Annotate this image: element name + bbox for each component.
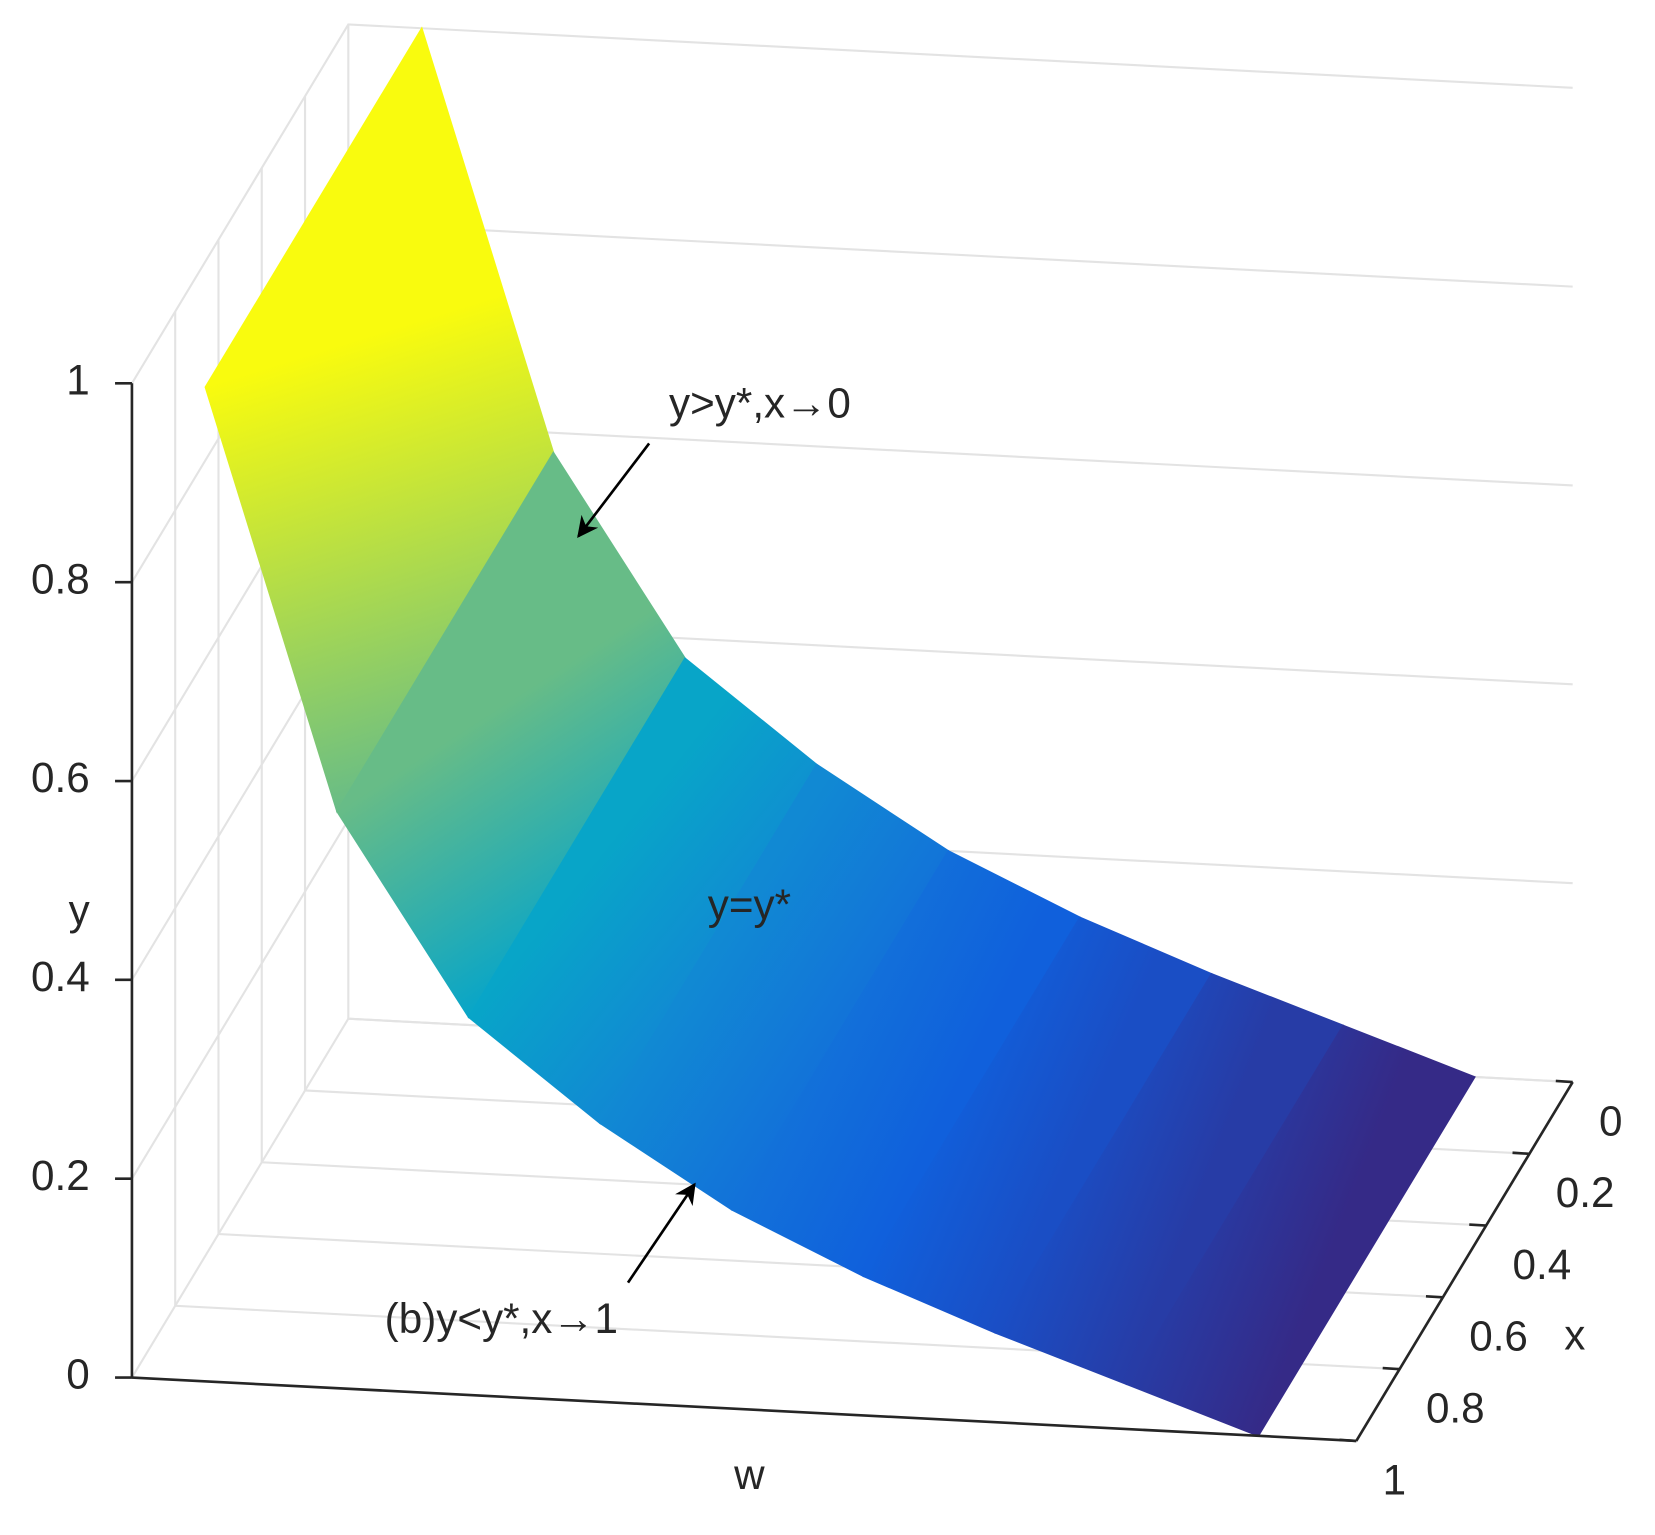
- annotation-arrow: [577, 442, 651, 539]
- x-tick-label: 1: [1383, 1456, 1406, 1503]
- x-tick: [1469, 1223, 1487, 1227]
- x-axis-label: x: [1564, 1312, 1585, 1359]
- y-tick-label: 0.2: [31, 1152, 90, 1199]
- annotation: y>y*,x→0: [669, 380, 851, 427]
- x-tick: [1425, 1294, 1443, 1299]
- w-axis-label: w: [733, 1451, 765, 1498]
- y-tick-label: 0: [66, 1351, 89, 1398]
- y-tick-label: 0.8: [31, 555, 90, 602]
- grid-line: [174, 311, 1400, 1371]
- surface-patch: [1125, 1024, 1476, 1437]
- x-axis-line: [1355, 1081, 1574, 1442]
- axes: 0 0.2 0.4 0.6 0.8 1 0 0.2 0.4 0.6 0.8 1: [31, 356, 1622, 1503]
- annotation-arrow: [626, 1182, 696, 1284]
- x-tick: [1512, 1151, 1530, 1156]
- x-tick: [1555, 1079, 1573, 1084]
- surface: [204, 26, 1476, 1437]
- x-tick-label: 0.2: [1556, 1169, 1615, 1216]
- y-axis-label: y: [69, 886, 91, 933]
- w-axis-line: [131, 1376, 1357, 1443]
- x-tick-label: 0: [1599, 1097, 1622, 1144]
- annotation: y=y*: [708, 881, 791, 928]
- x-tick-label: 0.4: [1513, 1241, 1572, 1288]
- y-tick-label: 1: [66, 356, 89, 403]
- y-tick-label: 0.4: [31, 953, 90, 1000]
- x-tick-label: 0.8: [1426, 1385, 1485, 1432]
- x-tick-label: 0.6: [1469, 1313, 1528, 1360]
- y-tick-label: 0.6: [31, 754, 90, 801]
- annotation: (b)y<y*,x→1: [385, 1295, 618, 1342]
- x-tick: [1382, 1366, 1400, 1371]
